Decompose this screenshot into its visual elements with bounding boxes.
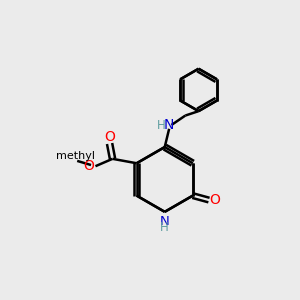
- Text: O: O: [83, 159, 94, 173]
- Text: N: N: [160, 215, 169, 228]
- Text: N: N: [164, 118, 174, 132]
- Text: H: H: [160, 220, 169, 234]
- Text: O: O: [209, 193, 220, 207]
- Text: methyl: methyl: [56, 151, 95, 161]
- Text: O: O: [104, 130, 115, 144]
- Text: H: H: [157, 119, 165, 132]
